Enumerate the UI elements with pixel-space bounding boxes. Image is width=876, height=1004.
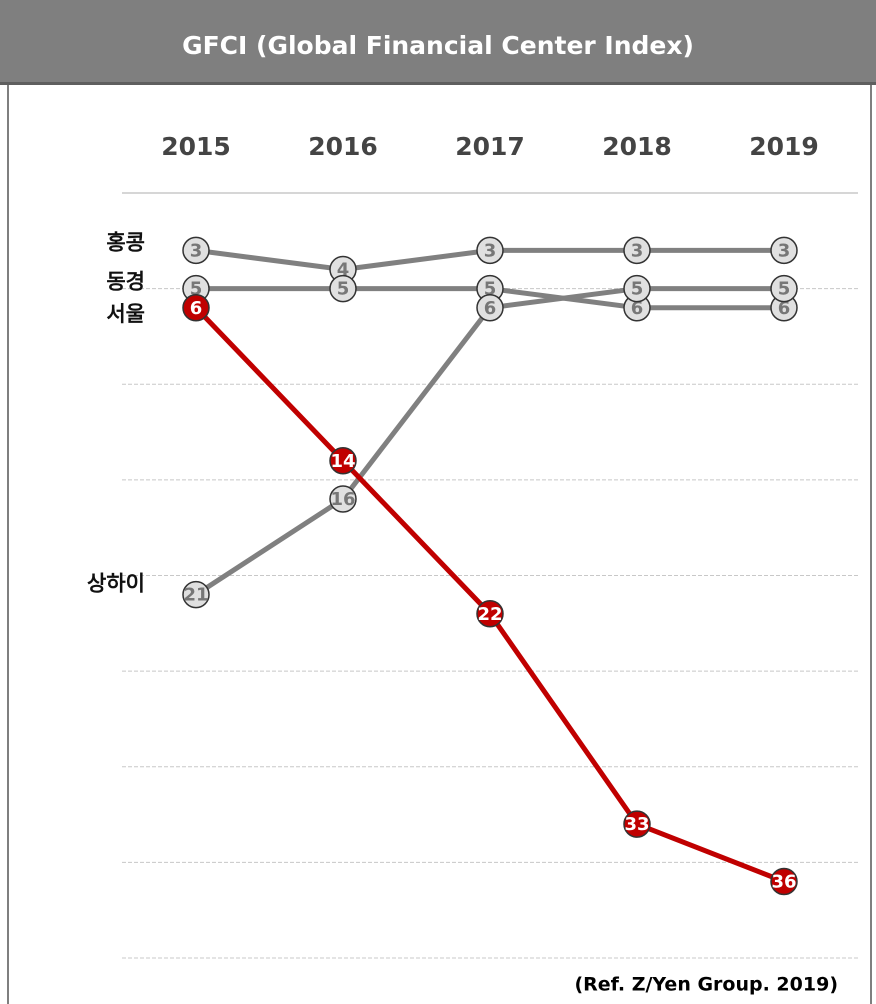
- marker: [182, 580, 210, 609]
- value-label: 6: [190, 298, 203, 319]
- marker: [770, 867, 798, 896]
- marker: [623, 810, 651, 838]
- value-label: 3: [778, 240, 791, 261]
- value-label: 6: [778, 298, 791, 319]
- value-label: 33: [624, 814, 649, 835]
- x-tick-label: 2016: [308, 132, 378, 161]
- value-label: 3: [631, 240, 644, 261]
- x-tick-label: 2015: [161, 132, 231, 161]
- marker: [770, 236, 798, 265]
- header-edge: [0, 82, 876, 85]
- x-tick-label: 2018: [602, 132, 672, 161]
- value-label: 16: [330, 489, 355, 510]
- marker: [329, 485, 357, 513]
- series-label: 상하이: [87, 572, 145, 596]
- header-bar: [0, 0, 876, 85]
- value-label: 5: [337, 279, 350, 300]
- marker: [182, 236, 210, 265]
- value-label: 36: [771, 872, 796, 893]
- note: (Ref. Z/Yen Group. 2019): [574, 974, 838, 996]
- value-label: 22: [477, 604, 502, 625]
- series-label: 서울: [106, 302, 145, 326]
- marker: [623, 274, 651, 303]
- x-tick-label: 2017: [455, 132, 525, 161]
- value-label: 21: [183, 585, 208, 606]
- value-label: 3: [190, 240, 203, 261]
- marker: [329, 447, 357, 475]
- marker: [770, 274, 798, 303]
- marker: [623, 236, 651, 265]
- series-line: [194, 306, 785, 884]
- value-label: 14: [330, 451, 355, 472]
- value-label: 6: [484, 298, 497, 319]
- series-line: [194, 286, 784, 597]
- value-label: 5: [778, 279, 791, 300]
- value-label: 6: [631, 298, 644, 319]
- x-tick-label: 2019: [749, 132, 819, 161]
- series-label: 동경: [106, 270, 145, 294]
- marker: [329, 274, 357, 303]
- marker: [182, 294, 210, 322]
- chart-title: GFCI (Global Financial Center Index): [182, 31, 694, 60]
- value-label: 3: [484, 240, 497, 261]
- marker: [476, 294, 504, 322]
- value-label: 5: [631, 279, 644, 300]
- marker: [476, 236, 504, 265]
- marker: [476, 600, 504, 628]
- series-label: 홍콩: [106, 230, 145, 254]
